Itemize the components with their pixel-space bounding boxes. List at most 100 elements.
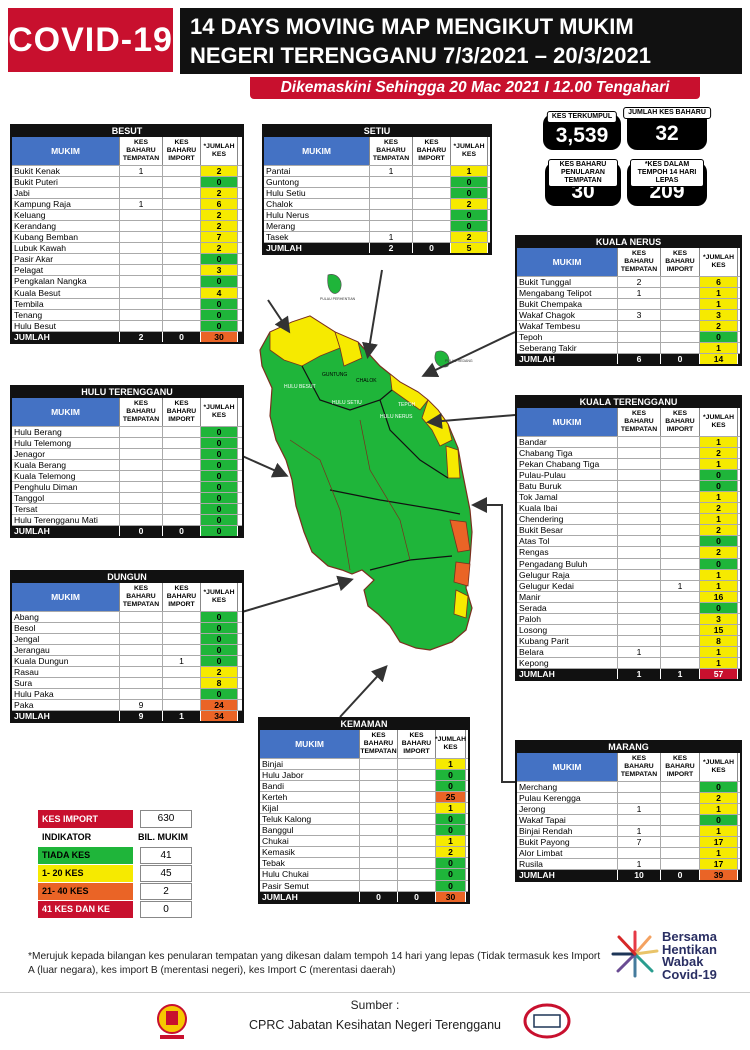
mukim-name: Hulu Telemong xyxy=(12,438,120,449)
table-row: Wakaf Chagok 3 3 xyxy=(517,309,740,321)
title-line-1: 14 DAYS MOVING MAP MENGIKUT MUKIM xyxy=(190,14,634,39)
jumlah-kes: 0 xyxy=(201,504,238,515)
mukim-name: Bandar xyxy=(517,437,618,448)
kes-import xyxy=(163,232,201,243)
mukim-name: Pasir Semut xyxy=(260,880,360,891)
mukim-name: Manir xyxy=(517,591,618,602)
jumlah-kes: 2 xyxy=(700,793,738,804)
kes-import xyxy=(163,667,201,678)
kes-import xyxy=(661,310,700,321)
mukim-name: Pelagat xyxy=(12,265,120,276)
district-border xyxy=(329,489,461,515)
jumlah-kes: 0 xyxy=(700,602,738,613)
total-import: 0 xyxy=(661,870,700,881)
map-label-tepoh: TEPOH xyxy=(398,402,416,408)
map-label-perhentian: PULAU PERHENTIAN xyxy=(320,297,356,301)
jumlah-kes: 0 xyxy=(201,482,238,493)
kes-tempatan xyxy=(120,634,163,645)
kes-import xyxy=(398,803,436,814)
mukim-name: Chukai xyxy=(260,836,360,847)
total-label: JUMLAH xyxy=(517,668,618,680)
kes-import xyxy=(413,166,451,177)
jumlah-kes: 1 xyxy=(436,836,466,847)
jumlah-kes: 1 xyxy=(700,299,738,310)
table-row: Teluk Kalong 0 xyxy=(260,813,468,825)
mukim-name: Jabi xyxy=(12,188,120,199)
mukim-name: Tebak xyxy=(260,858,360,869)
total-jumlah: 30 xyxy=(436,891,466,902)
kes-tempatan xyxy=(618,536,661,547)
mukim-name: Abang xyxy=(12,612,120,623)
table-column-headers: MUKIM KES BAHARU TEMPATAN KES BAHARU IMPOR… xyxy=(260,730,468,758)
table-row: Jengal 0 xyxy=(12,633,242,645)
kes-import xyxy=(163,634,201,645)
jumlah-kes: 25 xyxy=(436,792,466,803)
kes-tempatan xyxy=(120,656,163,667)
mukim-name: Keluang xyxy=(12,210,120,221)
region-kemaman-coast xyxy=(453,589,469,619)
table-column-headers: MUKIM KES BAHARU TEMPATAN KES BAHARU IMPOR… xyxy=(264,137,490,165)
table-total-row: JUMLAH 0 0 30 xyxy=(260,890,468,902)
jumlah-kes: 0 xyxy=(201,471,238,482)
table-row: Wakaf Tapai 0 xyxy=(517,814,740,826)
table-kuala-nerus: KUALA NERUS MUKIM KES BAHARU TEMPATAN KES B… xyxy=(515,235,742,367)
page-title: 14 DAYS MOVING MAP MENGIKUT MUKIM NEGERI… xyxy=(180,8,742,74)
jumlah-kes: 0 xyxy=(700,558,738,569)
table-row: Lubuk Kawah 2 xyxy=(12,242,242,254)
legend-value: 41 xyxy=(140,847,192,864)
kes-import xyxy=(163,221,201,232)
mukim-name: Tok Jamal xyxy=(517,492,618,503)
kes-import xyxy=(661,332,700,343)
kes-tempatan xyxy=(618,580,661,591)
kes-tempatan xyxy=(618,299,661,310)
map-label-hulu-setiu: HULU SETIU xyxy=(332,400,362,406)
jumlah-kes: 0 xyxy=(436,770,466,781)
total-label: JUMLAH xyxy=(517,870,618,881)
column-header: *JUMLAH KES xyxy=(451,137,488,165)
table-row: Tepoh 0 xyxy=(517,331,740,343)
kes-tempatan xyxy=(120,504,163,515)
table-total-row: JUMLAH 9 1 34 xyxy=(12,710,242,722)
kes-tempatan xyxy=(120,623,163,634)
kes-import xyxy=(163,199,201,210)
kes-tempatan xyxy=(618,657,661,668)
table-hulu-terengganu: HULU TERENGGANU MUKIM KES BAHARU TEMPATAN K… xyxy=(10,385,244,539)
jumlah-kes: 0 xyxy=(201,449,238,460)
kes-tempatan xyxy=(618,782,661,793)
arrow-kemaman xyxy=(339,665,388,718)
jumlah-kes: 2 xyxy=(700,503,738,514)
jumlah-kes: 1 xyxy=(700,459,738,470)
mukim-name: Alor Limbat xyxy=(517,848,618,859)
table-row: Hulu Berang 0 xyxy=(12,426,242,438)
map-label-hulu-nerus: HULU NERUS xyxy=(380,414,413,420)
mukim-name: Tembila xyxy=(12,298,120,309)
total-label: JUMLAH xyxy=(260,891,360,902)
column-header: *JUMLAH KES xyxy=(700,753,738,781)
mukim-name: Teluk Kalong xyxy=(260,814,360,825)
kes-tempatan xyxy=(618,547,661,558)
kes-tempatan xyxy=(120,232,163,243)
mukim-name: Lubuk Kawah xyxy=(12,243,120,254)
total-tempatan: 0 xyxy=(120,526,163,537)
column-header: MUKIM xyxy=(517,408,618,436)
mukim-name: Kuala Berang xyxy=(12,460,120,471)
kes-import xyxy=(163,645,201,656)
kes-import xyxy=(661,793,700,804)
table-row: Bukit Besar 2 xyxy=(517,524,740,536)
column-header: KES BAHARU TEMPATAN xyxy=(618,753,661,781)
kes-tempatan xyxy=(618,448,661,459)
mukim-name: Binjai Rendah xyxy=(517,826,618,837)
kes-tempatan: 1 xyxy=(618,804,661,815)
kes-tempatan: 1 xyxy=(120,166,163,177)
jumlah-kes: 0 xyxy=(451,210,488,221)
jumlah-kes: 0 xyxy=(201,623,238,634)
table-row: Banggul 0 xyxy=(260,824,468,836)
kes-tempatan xyxy=(120,177,163,188)
mukim-name: Tepoh xyxy=(517,332,618,343)
mukim-name: Hulu Paka xyxy=(12,689,120,700)
mukim-name: Kijal xyxy=(260,803,360,814)
kes-import xyxy=(661,277,700,288)
kes-tempatan xyxy=(120,320,163,331)
kes-tempatan xyxy=(120,667,163,678)
mukim-name: Pengkalan Nangka xyxy=(12,276,120,287)
